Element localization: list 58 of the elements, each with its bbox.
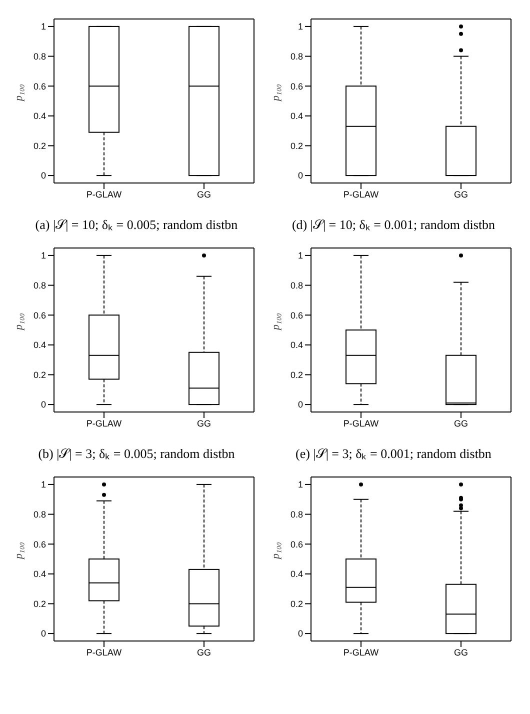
y-axis-title: p₁₀₀	[12, 84, 25, 102]
y-tick-label: 0.4	[290, 569, 303, 580]
text: (a) |𝒮| = 10; δₖ = 0.005; random distbn	[34, 216, 239, 233]
y-tick-label: 1	[40, 480, 46, 490]
y-tick-label: 0.2	[290, 370, 303, 380]
y-tick-label: 0.2	[33, 370, 46, 380]
y-tick-label: 0.2	[33, 598, 46, 609]
x-tick-label: GG	[196, 189, 212, 200]
y-axis-title: p₁₀₀	[12, 542, 25, 560]
y-axis-title: p₁₀₀	[270, 84, 282, 102]
x-tick-label: GG	[454, 189, 468, 200]
y-tick-label: 1	[298, 480, 303, 490]
x-tick-label: GG	[454, 418, 468, 428]
y-tick-label: 0.8	[33, 280, 46, 290]
x-tick-label: GG	[196, 647, 212, 658]
y-tick-label: 0.6	[33, 539, 46, 550]
y-tick-label: 1	[298, 22, 303, 32]
y-tick-label: 0.4	[33, 340, 46, 350]
y-tick-label: 0.4	[290, 111, 303, 122]
y-axis-title: p₁₀₀	[12, 312, 25, 331]
y-tick-label: 0	[40, 400, 46, 410]
x-tick-label: P-GLAW	[86, 189, 122, 200]
y-axis-title: p₁₀₀	[270, 542, 282, 560]
y-tick-label: 0	[298, 170, 303, 181]
x-tick-label: P-GLAW	[343, 418, 380, 428]
x-tick-label: P-GLAW	[86, 418, 122, 428]
y-tick-label: 1	[40, 22, 46, 32]
y-tick-label: 0	[298, 628, 303, 639]
text: (b) |𝒮| = 3; δₖ = 0.005; random distbn	[37, 445, 236, 462]
y-tick-label: 0.2	[33, 140, 46, 151]
y-tick-label: 0.6	[33, 310, 46, 320]
y-tick-label: 0.8	[290, 509, 303, 520]
x-tick-label: P-GLAW	[86, 647, 122, 658]
y-tick-label: 0.8	[290, 51, 303, 62]
y-axis-title: p₁₀₀	[270, 312, 282, 331]
x-tick-label: P-GLAW	[343, 647, 380, 658]
y-tick-label: 1	[298, 250, 303, 261]
y-tick-label: 0.6	[290, 81, 303, 92]
y-tick-label: 0.4	[33, 111, 46, 122]
y-tick-label: 0	[40, 170, 46, 181]
y-tick-label: 0.4	[290, 340, 303, 350]
y-tick-label: 0.8	[33, 51, 46, 62]
y-tick-label: 0.8	[290, 280, 303, 290]
y-tick-label: 0	[298, 400, 303, 410]
y-tick-label: 0.4	[33, 569, 46, 580]
x-tick-label: P-GLAW	[343, 189, 380, 200]
y-tick-label: 0.2	[290, 140, 303, 151]
x-tick-label: GG	[196, 418, 212, 428]
y-tick-label: 0.2	[290, 598, 303, 609]
y-tick-label: 0.6	[33, 81, 46, 92]
y-tick-label: 0.6	[290, 310, 303, 320]
y-tick-label: 0	[40, 628, 46, 639]
text: (e) |𝒮| = 3; δₖ = 0.001; random distbn	[294, 445, 492, 462]
y-tick-label: 0.6	[290, 539, 303, 550]
y-tick-label: 1	[40, 250, 46, 261]
text: (d) |𝒮| = 10; δₖ = 0.001; random distbn	[290, 216, 496, 233]
y-tick-label: 0.8	[33, 509, 46, 520]
x-tick-label: GG	[454, 647, 468, 658]
